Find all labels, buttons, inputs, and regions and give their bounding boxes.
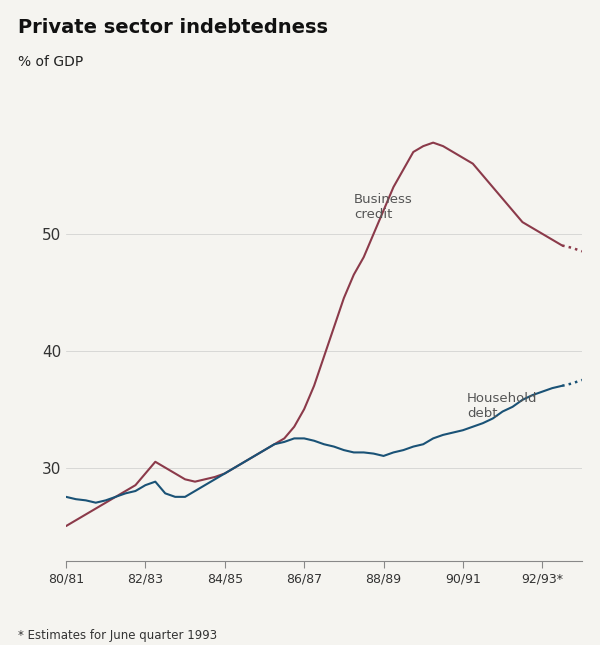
Text: Private sector indebtedness: Private sector indebtedness [18, 17, 328, 37]
Text: Household
debt: Household debt [467, 392, 538, 420]
Text: * Estimates for June quarter 1993: * Estimates for June quarter 1993 [18, 629, 217, 642]
Text: % of GDP: % of GDP [18, 55, 83, 69]
Text: Business
credit: Business credit [354, 193, 413, 221]
